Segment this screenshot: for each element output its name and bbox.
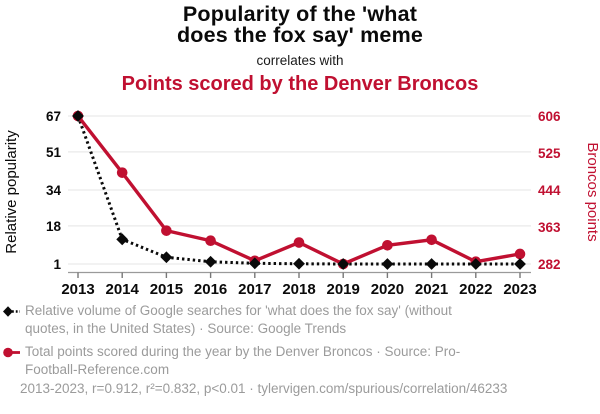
title-line-2: does the fox say' meme — [176, 23, 424, 47]
right-tick-label: 363 — [538, 220, 561, 235]
x-tick-label: 2016 — [194, 281, 227, 298]
data-point-circle — [116, 167, 128, 178]
left-tick-label: 1 — [53, 257, 61, 272]
right-tick-label: 606 — [538, 109, 561, 124]
data-point-diamond — [514, 258, 526, 270]
left-tick-label: 34 — [46, 183, 62, 198]
data-point-diamond — [425, 258, 438, 270]
x-tick-label: 2018 — [282, 281, 315, 298]
data-point-diamond — [293, 257, 305, 270]
right-axis-title: Broncos points — [584, 142, 600, 241]
chart-header: Popularity of the 'what does the fox say… — [0, 0, 600, 95]
data-point-diamond — [72, 110, 84, 122]
right-tick-label: 282 — [538, 257, 561, 272]
x-tick-label: 2023 — [503, 281, 536, 298]
data-point-circle — [161, 225, 172, 236]
footer-stats: 2013-2023, r=0.912, r²=0.832, p<0.01 · t… — [20, 381, 508, 396]
correlates-with-text: correlates with — [256, 53, 344, 68]
data-point-diamond — [160, 251, 173, 264]
data-point-diamond — [248, 257, 261, 270]
chart-subtitle: Points scored by the Denver Broncos — [121, 73, 479, 95]
dual-axis-line-chart: 2013 2014 2015 2016 2017 2018 2019 2020 2021 2022… — [3, 109, 600, 298]
x-tick-label: 2022 — [459, 281, 492, 298]
data-point-circle — [382, 239, 393, 251]
left-axis-title: Relative popularity — [3, 130, 20, 254]
black-diamond-dotted-line-icon — [3, 306, 20, 317]
data-point-circle — [426, 234, 437, 246]
left-tick-label: 67 — [46, 109, 61, 124]
left-tick-label: 51 — [46, 145, 62, 160]
data-point-circle — [514, 248, 526, 260]
data-point-circle — [293, 237, 305, 248]
x-tick-label: 2019 — [327, 281, 360, 298]
right-tick-label: 525 — [538, 146, 561, 161]
series-line-dotted — [76, 115, 520, 266]
page-title: Popularity of the 'what does the fox say… — [0, 0, 600, 46]
legend-label-fox-say: Relative volume of Google searches for '… — [25, 303, 452, 336]
x-tick-label: 2017 — [238, 281, 271, 298]
red-circle-solid-line-icon — [3, 347, 20, 358]
data-point-circle — [205, 235, 216, 247]
x-tick-label: 2021 — [415, 281, 448, 298]
data-point-diamond — [204, 255, 217, 268]
legend-item-fox-say: Relative volume of Google searches for '… — [3, 302, 477, 337]
legend-item-broncos: Total points scored during the year by t… — [3, 343, 477, 378]
left-tick-label: 18 — [46, 219, 62, 234]
legend-label-broncos: Total points scored during the year by t… — [25, 344, 461, 377]
x-tick-label: 2014 — [106, 281, 140, 298]
x-tick-label: 2015 — [150, 281, 183, 298]
x-tick-label: 2013 — [61, 281, 94, 298]
title-line-1: Popularity of the 'what — [182, 2, 418, 26]
data-point-diamond — [337, 258, 350, 270]
x-tick-label: 2020 — [371, 281, 404, 298]
data-point-diamond — [116, 233, 129, 246]
data-point-diamond — [381, 258, 394, 270]
right-tick-label: 444 — [538, 183, 561, 198]
